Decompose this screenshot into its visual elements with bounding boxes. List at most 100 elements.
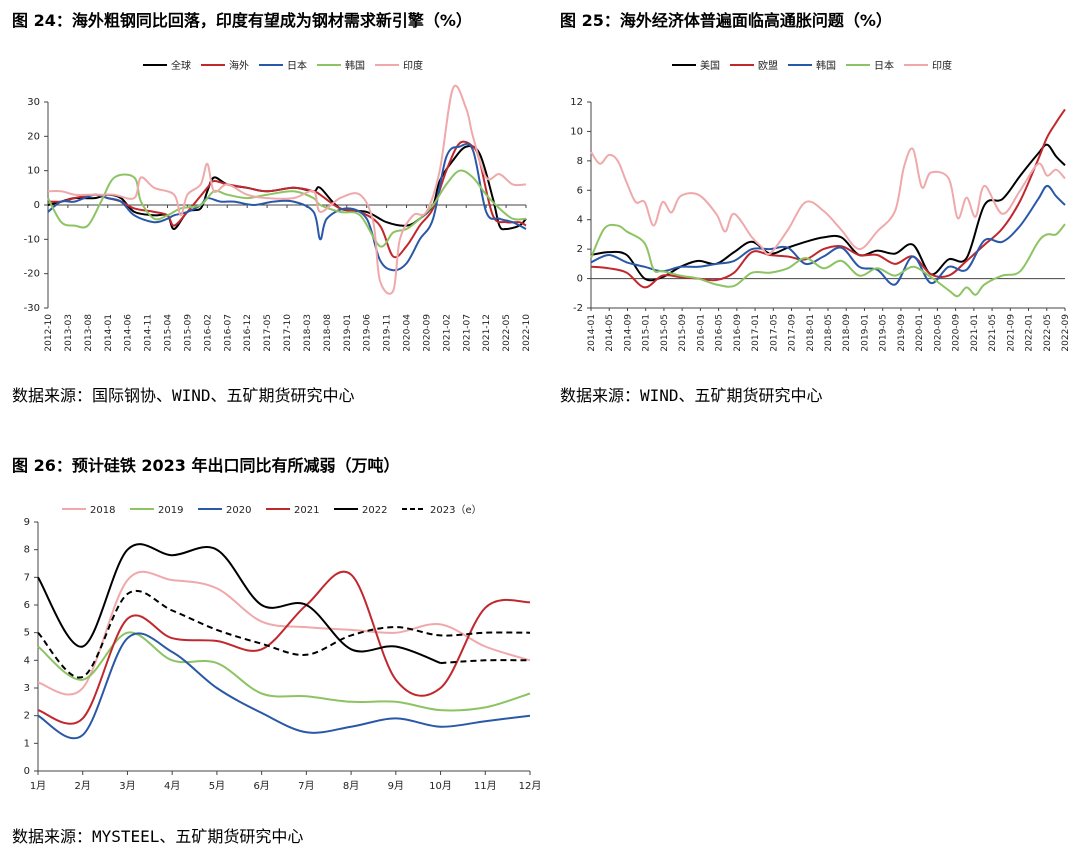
legend-label: 2022	[362, 505, 387, 516]
legend-label: 2018	[90, 505, 115, 516]
x-tick-label: 2017-05	[769, 314, 779, 352]
y-tick-label: 4	[24, 655, 30, 666]
series-line	[590, 223, 1066, 298]
x-tick-label: 2014-05	[605, 314, 615, 352]
x-tick-label: 2015-09	[183, 314, 193, 352]
series-line	[47, 140, 527, 259]
y-tick-label: -30	[24, 303, 40, 314]
x-tick-label: 2020-01	[915, 314, 925, 352]
x-tick-label: 12月	[519, 780, 542, 792]
x-tick-label: 2月	[75, 780, 91, 792]
x-tick-label: 2015-01	[642, 314, 652, 352]
chart-crude-steel-yoy: -30 -20 -10 0 10 20 30 2012-10 2013-03 2013-08 201…	[24, 59, 532, 352]
y-tick-label: 6	[577, 185, 583, 196]
chart-inflation: -2 0 2 4 6 8 10 12 2014-01 2014-05 2014-09 2015-01 2…	[570, 59, 1071, 352]
series-line	[590, 147, 1066, 256]
x-tick-label: 2015-05	[660, 314, 670, 352]
x-tick-label: 2022-05	[1043, 314, 1053, 352]
x-tick-label: 2016-07	[223, 314, 233, 352]
x-tick-label: 2018-08	[323, 314, 333, 352]
x-tick-label: 2017-01	[751, 314, 761, 352]
x-tick-label: 2020-04	[403, 314, 413, 352]
x-tick-label: 2019-01	[860, 314, 870, 352]
series-line	[47, 142, 527, 272]
x-tick-label: 2018-01	[806, 314, 816, 352]
legend-label: 欧盟	[758, 60, 778, 72]
y-tick-label: -20	[24, 269, 40, 280]
x-tick-label: 2016-12	[243, 314, 253, 352]
series-line	[37, 570, 531, 696]
x-tick-label: 9月	[388, 780, 404, 792]
legend-label: 印度	[403, 59, 423, 72]
legend-label: 2019	[158, 505, 183, 516]
legend-label: 2021	[294, 505, 319, 516]
x-tick-label: 4月	[164, 780, 180, 792]
y-tick-label: 8	[24, 545, 30, 556]
y-tick-label: 10	[570, 126, 583, 137]
y-tick-label: 0	[34, 200, 40, 211]
legend-label: 美国	[700, 59, 720, 72]
x-tick-label: 2019-05	[879, 314, 889, 352]
legend-label: 印度	[932, 59, 952, 72]
y-tick-label: 2	[24, 711, 30, 722]
x-tick-label: 2016-01	[696, 314, 706, 352]
legend-label: 日本	[287, 59, 307, 72]
figure-25-title: 图 25：海外经济体普遍面临高通胀问题（%）	[560, 11, 892, 30]
series-line	[37, 570, 531, 725]
x-tick-label: 2013-03	[64, 314, 74, 352]
x-tick-label: 2018-05	[824, 314, 834, 352]
chart-ferrosilicon-exports: 0 1 2 3 4 5 6 7 8 9 1月 2月 3月 4月 5月 6月 7月 8月 9月 10月 11月 12月 201…	[24, 504, 542, 792]
x-tick-label: 2015-04	[164, 314, 174, 352]
series-line	[590, 184, 1066, 286]
x-tick-label: 2018-03	[303, 314, 313, 352]
y-tick-label: 0	[577, 274, 583, 285]
x-tick-label: 6月	[253, 780, 269, 792]
y-tick-label: 12	[570, 97, 583, 108]
x-tick-label: 2021-09	[1006, 314, 1016, 352]
x-tick-label: 2016-02	[203, 314, 213, 352]
x-tick-label: 2022-05	[502, 314, 512, 352]
x-tick-label: 2019-01	[343, 314, 353, 352]
figure-26-source: 数据来源：MYSTEEL、五矿期货研究中心	[12, 827, 304, 846]
x-tick-label: 2017-10	[283, 314, 293, 352]
x-tick-label: 2019-11	[383, 314, 393, 352]
x-tick-label: 2014-11	[144, 314, 154, 352]
x-tick-label: 5月	[209, 780, 225, 792]
x-tick-label: 2014-06	[124, 314, 134, 352]
x-tick-label: 2021-12	[482, 314, 492, 352]
legend-label: 2023（e）	[430, 504, 482, 516]
x-tick-label: 10月	[429, 780, 452, 792]
y-tick-label: -2	[573, 303, 583, 314]
x-tick-label: 2012-10	[44, 314, 54, 352]
x-tick-label: 7月	[298, 780, 314, 792]
x-tick-label: 1月	[30, 780, 46, 792]
x-tick-label: 2020-05	[933, 314, 943, 352]
series-line	[590, 143, 1066, 282]
y-tick-label: 20	[27, 131, 40, 142]
legend-label: 全球	[171, 59, 191, 72]
series-line	[37, 543, 441, 665]
y-tick-label: 0	[24, 766, 30, 777]
y-tick-label: 10	[27, 166, 40, 177]
x-tick-label: 2016-05	[715, 314, 725, 352]
y-tick-label: 9	[24, 517, 30, 528]
x-tick-label: 2022-10	[522, 314, 532, 352]
x-tick-label: 2020-09	[952, 314, 962, 352]
x-tick-label: 2022-09	[1061, 314, 1071, 352]
y-tick-label: 5	[24, 628, 30, 639]
x-tick-label: 2021-05	[988, 314, 998, 352]
figure-24-title: 图 24：海外粗钢同比回落，印度有望成为钢材需求新引擎（%）	[12, 11, 472, 30]
x-tick-label: 2021-07	[462, 314, 472, 352]
series-line	[37, 631, 531, 712]
figure-25-source: 数据来源：WIND、五矿期货研究中心	[560, 386, 823, 405]
x-tick-label: 11月	[474, 780, 497, 792]
x-tick-label: 2019-06	[363, 314, 373, 352]
legend-label: 韩国	[345, 59, 365, 72]
y-tick-label: 1	[24, 738, 30, 749]
x-tick-label: 2020-09	[422, 314, 432, 352]
y-tick-label: 30	[27, 97, 40, 108]
series-line	[47, 84, 527, 295]
x-tick-label: 8月	[343, 780, 359, 792]
x-tick-label: 2022-01	[1025, 314, 1035, 352]
figure-26-title: 图 26：预计硅铁 2023 年出口同比有所减弱（万吨）	[12, 456, 400, 475]
